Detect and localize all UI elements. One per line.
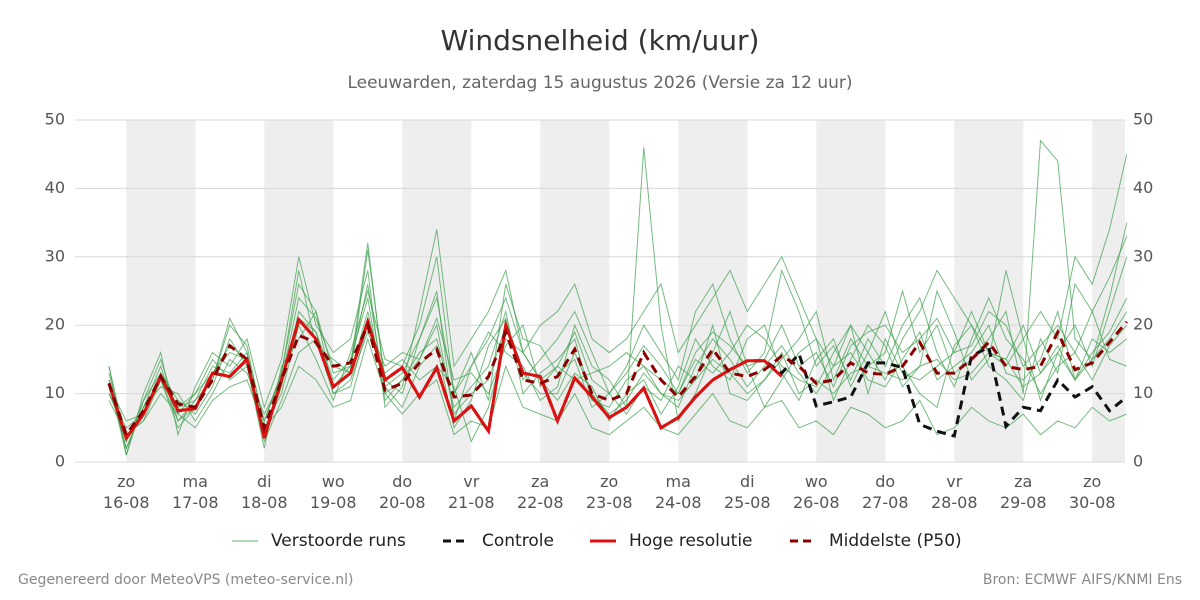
day-band (264, 120, 334, 462)
ensemble-line (108, 154, 1128, 456)
x-tick-label: zo 16-08 (103, 472, 150, 512)
footer-left: Gegenereerd door MeteoVPS (meteo-service… (18, 572, 353, 588)
footer-right: Bron: ECMWF AIFS/KNMI Ens (983, 572, 1182, 588)
x-tick-label: vr 28-08 (931, 472, 978, 512)
x-tick-label: zo 30-08 (1069, 472, 1116, 512)
y-tick-label: 40 (45, 178, 65, 197)
day-band (540, 120, 610, 462)
x-tick-label: za 29-08 (1000, 472, 1047, 512)
y2-tick-label: 30 (1133, 246, 1153, 265)
chart-title: Windsnelheid (km/uur) (441, 24, 760, 57)
x-tick-label: do 27-08 (862, 472, 909, 512)
x-tick-label: di 25-08 (724, 472, 771, 512)
ensemble-line (108, 337, 1127, 436)
legend-label: Hoge resolutie (629, 531, 753, 551)
x-tick-label: vr 21-08 (448, 472, 495, 512)
y2-tick-label: 40 (1133, 178, 1153, 197)
x-tick-label: ma 17-08 (172, 472, 219, 512)
day-band (1092, 120, 1125, 462)
ensemble-line (108, 236, 1128, 444)
y-tick-label: 30 (45, 246, 65, 265)
legend-label: Controle (482, 531, 554, 551)
y2-tick-label: 20 (1133, 315, 1153, 334)
y-tick-label: 10 (45, 383, 65, 402)
chart-subtitle: Leeuwarden, zaterdag 15 augustus 2026 (V… (347, 73, 852, 93)
day-band (954, 120, 1024, 462)
x-tick-label: zo 23-08 (586, 472, 633, 512)
day-band (678, 120, 748, 462)
y-tick-label: 0 (55, 452, 65, 471)
y2-tick-label: 0 (1133, 452, 1143, 471)
day-band (816, 120, 886, 462)
ensemble-line (108, 310, 1128, 444)
x-tick-label: do 20-08 (379, 472, 426, 512)
legend-label: Middelste (P50) (829, 531, 962, 551)
y2-tick-label: 10 (1133, 383, 1153, 402)
y-tick-label: 20 (45, 315, 65, 334)
x-tick-label: di 18-08 (241, 472, 288, 512)
legend-label: Verstoorde runs (271, 531, 406, 551)
x-tick-label: ma 24-08 (655, 472, 702, 512)
y2-tick-label: 50 (1133, 110, 1153, 129)
series-line (107, 316, 783, 442)
y-tick-label: 50 (45, 110, 65, 129)
x-tick-label: wo 19-08 (310, 472, 357, 512)
x-tick-label: wo 26-08 (793, 472, 840, 512)
series-line (107, 320, 1128, 438)
x-tick-label: za 22-08 (517, 472, 564, 512)
